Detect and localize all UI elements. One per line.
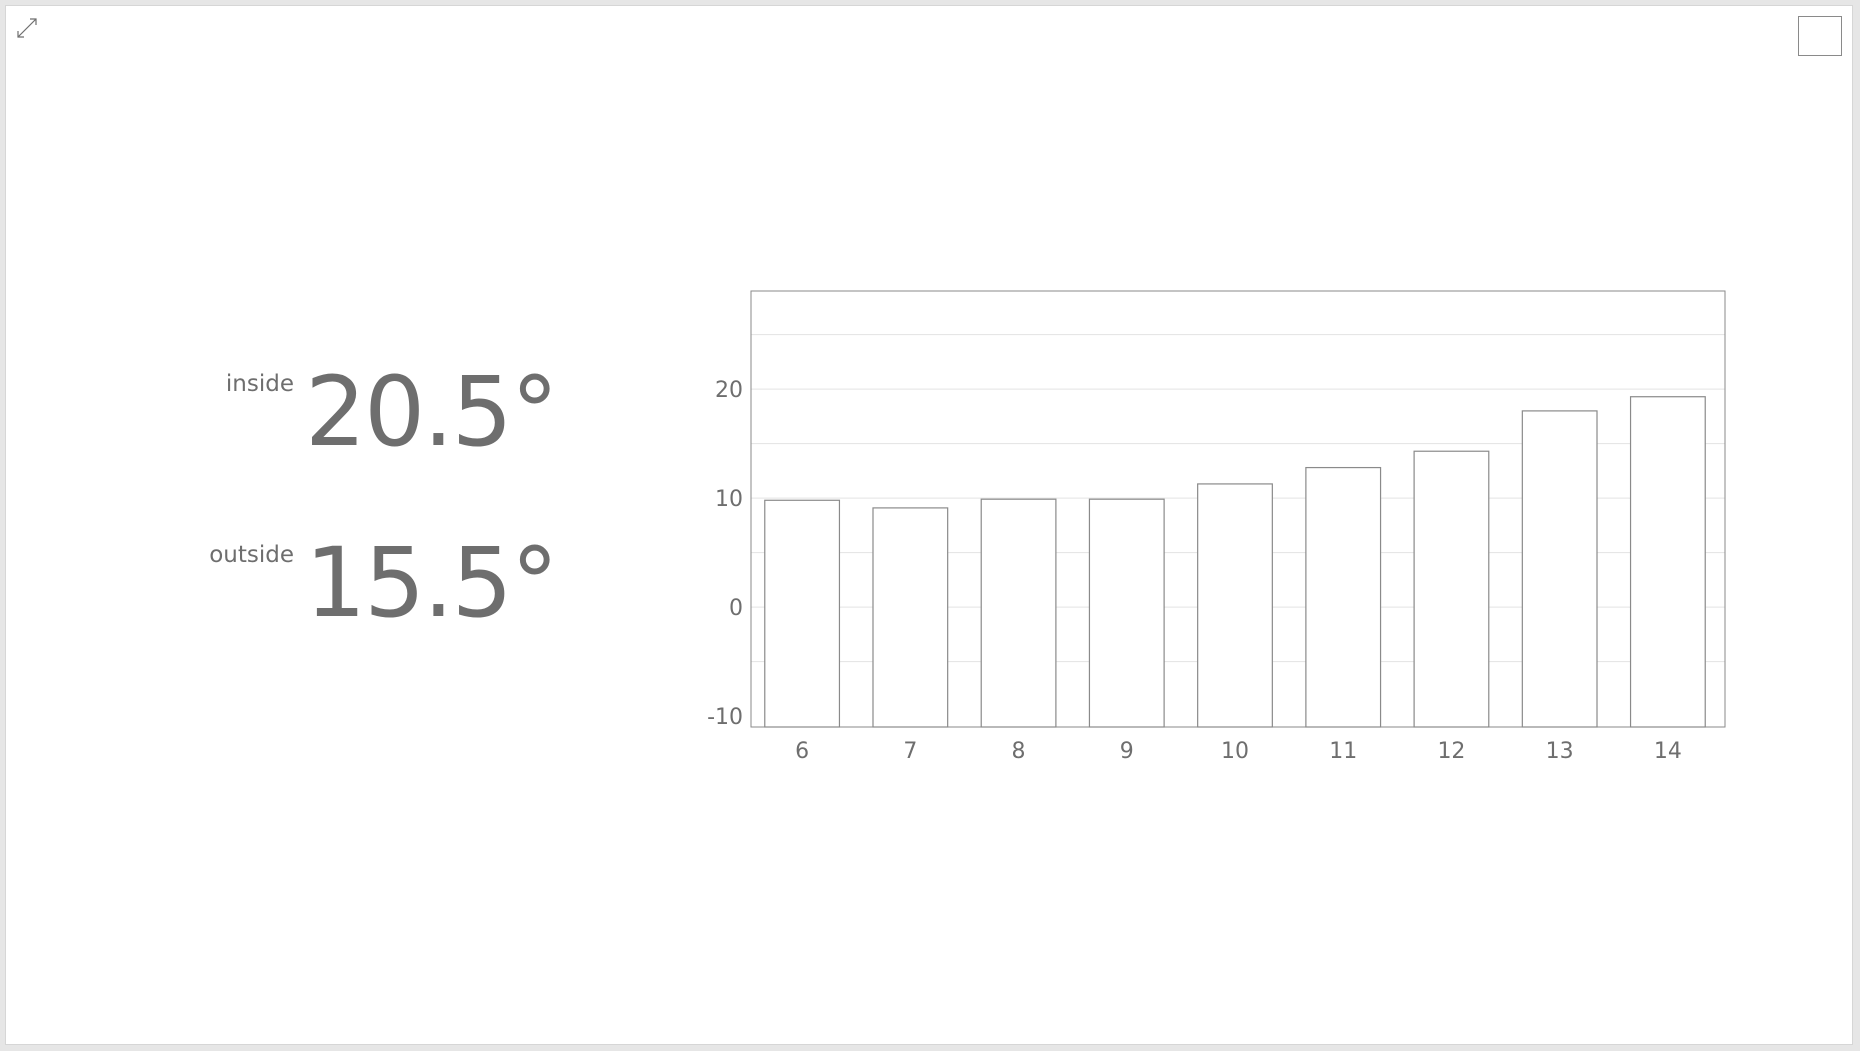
x-tick-label: 10 (1221, 739, 1249, 764)
bar (1413, 450, 1490, 728)
bar (872, 507, 949, 728)
x-tick-label: 14 (1654, 739, 1682, 764)
x-tick-label: 9 (1120, 739, 1134, 764)
bar (1088, 498, 1165, 728)
y-tick-label: -10 (707, 705, 743, 730)
y-tick-label: 10 (715, 487, 743, 512)
outside-temperature: 15.5° (305, 527, 559, 639)
x-tick-label: 13 (1546, 739, 1574, 764)
y-tick-label: 20 (715, 378, 743, 403)
x-tick-label: 6 (795, 739, 809, 764)
inside-label: inside (225, 371, 294, 397)
bar (1305, 466, 1382, 728)
x-tick-label: 7 (903, 739, 917, 764)
x-tick-label: 12 (1437, 739, 1465, 764)
outside-label: outside (209, 542, 294, 568)
bar (980, 498, 1057, 728)
x-tick-label: 11 (1329, 739, 1357, 764)
expand-icon[interactable] (14, 15, 40, 41)
inside-temperature: 20.5° (305, 356, 559, 468)
square-icon[interactable] (1798, 16, 1842, 56)
bar (764, 499, 841, 728)
x-tick-label: 8 (1012, 739, 1026, 764)
bar (1629, 396, 1706, 728)
bar (1197, 483, 1273, 728)
y-tick-label: 0 (729, 596, 743, 621)
bar (1521, 410, 1598, 728)
